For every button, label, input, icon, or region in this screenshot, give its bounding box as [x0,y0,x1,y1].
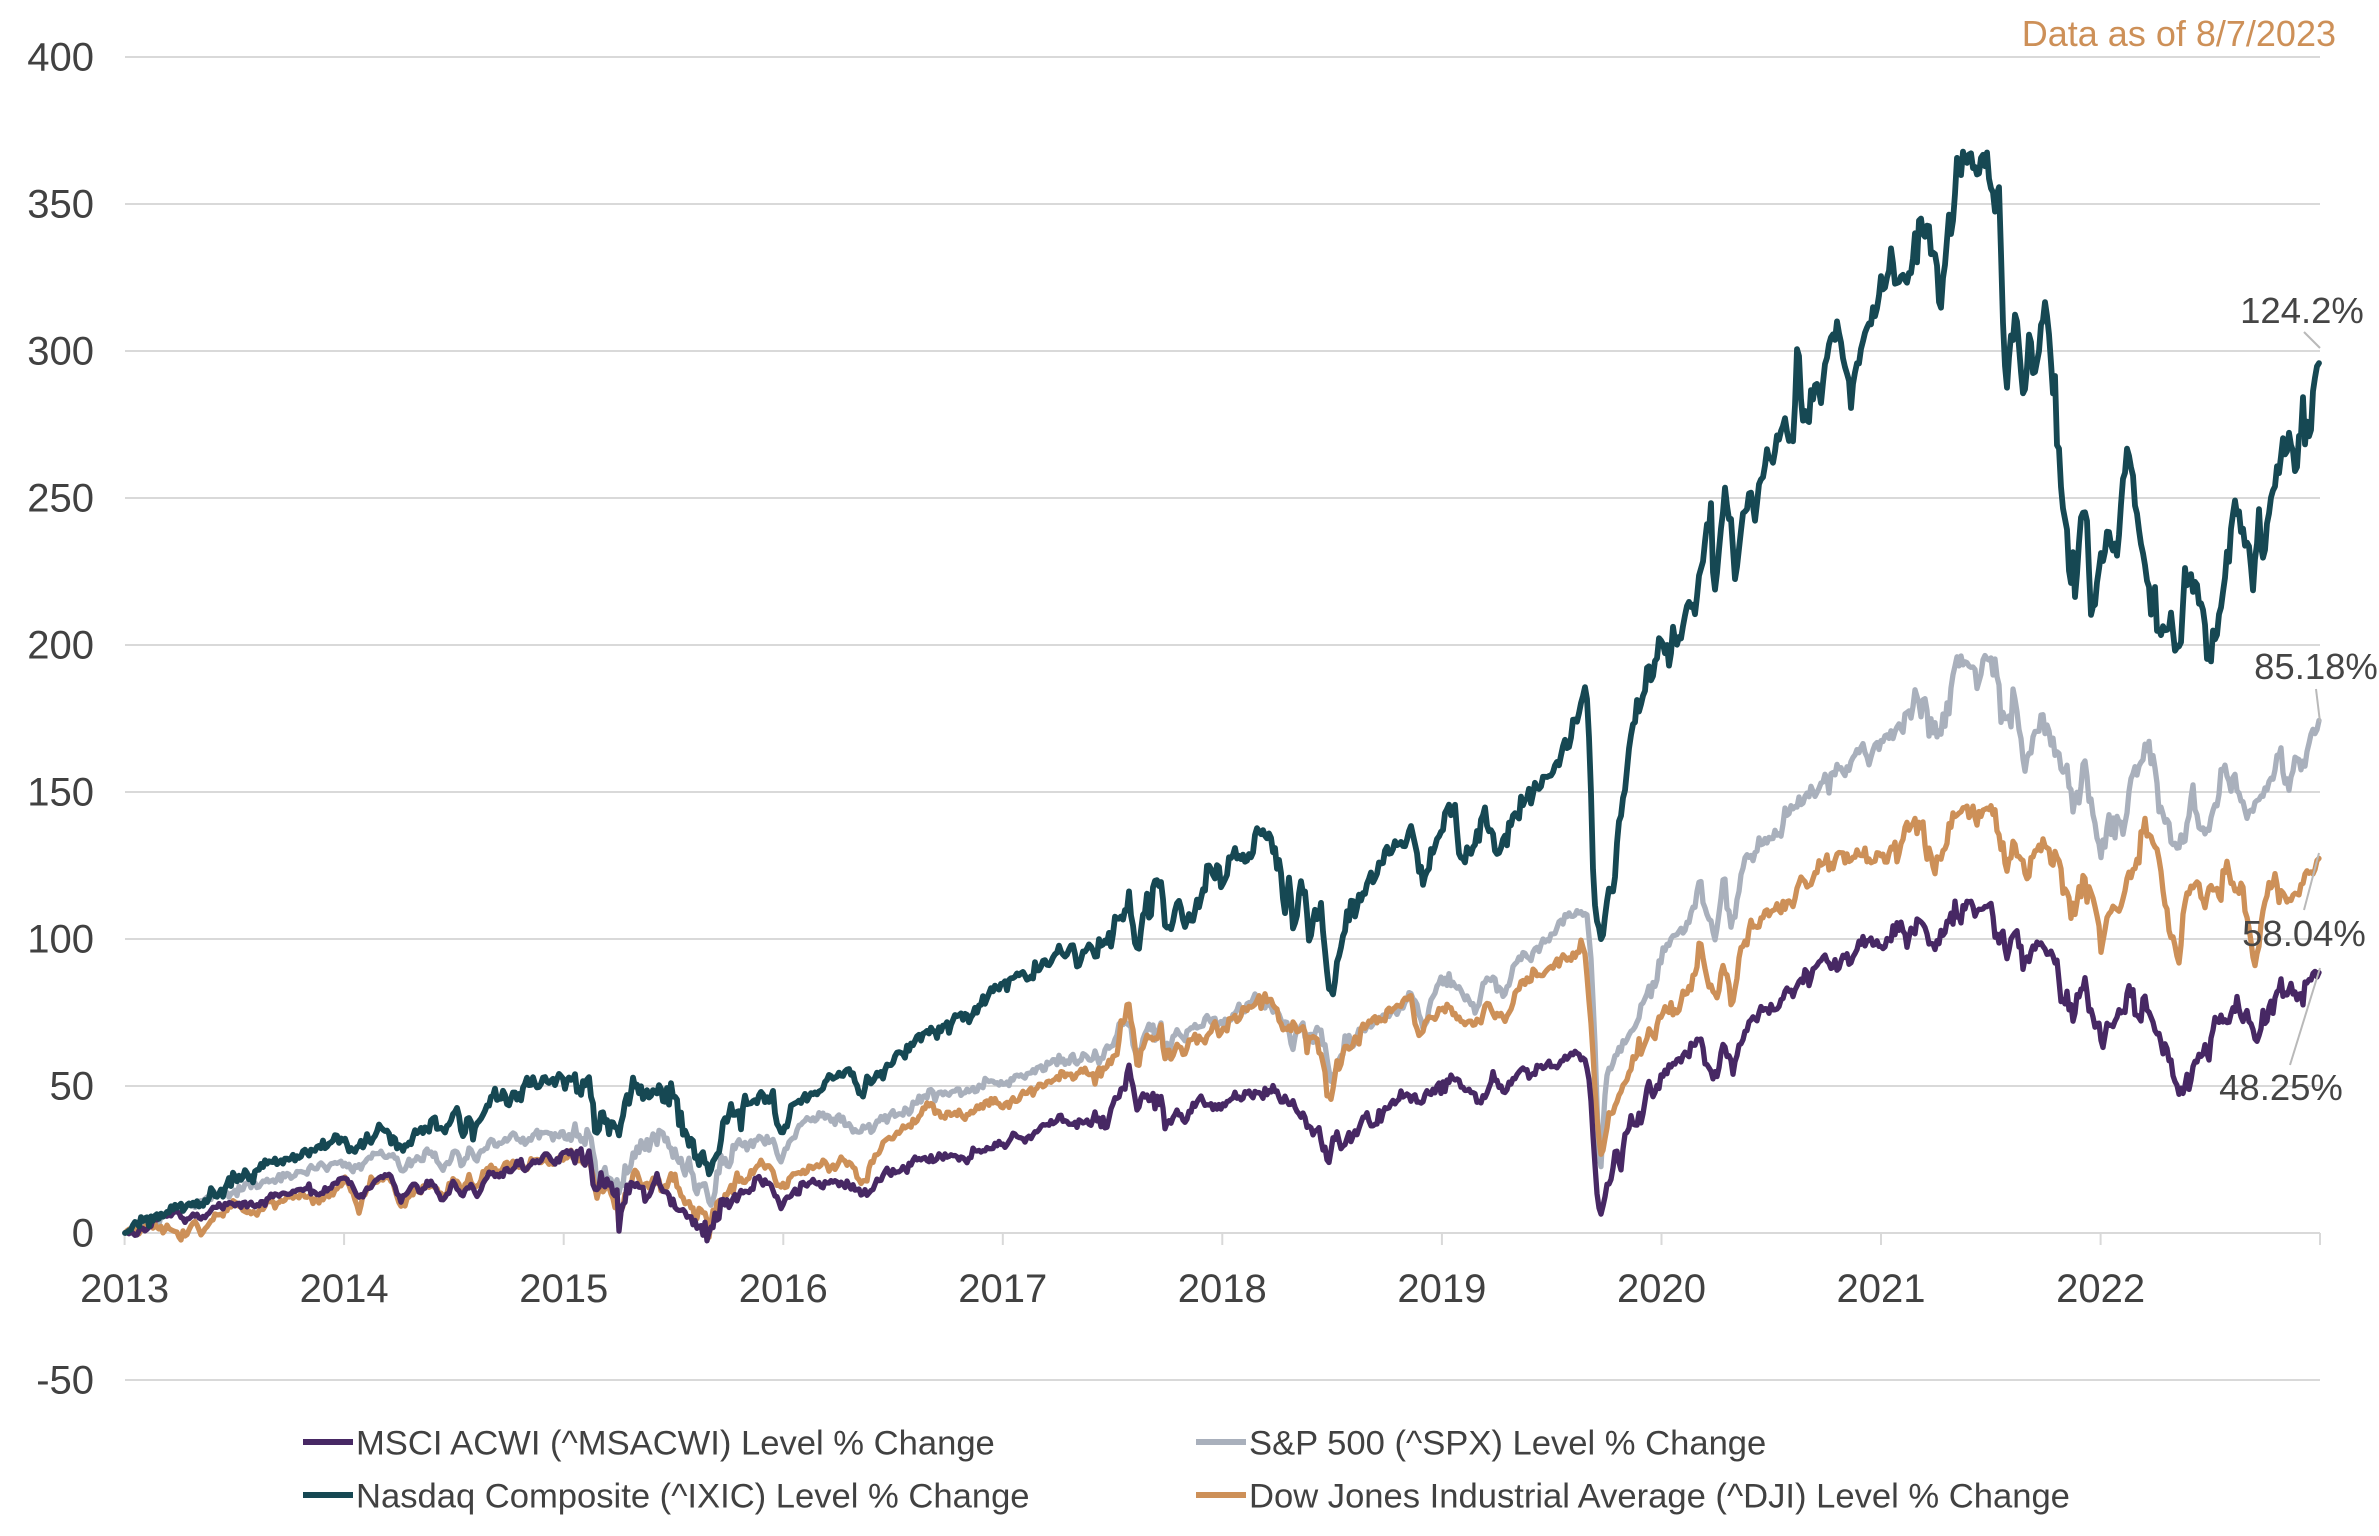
svg-text:S&P 500 (^SPX) Level % Change: S&P 500 (^SPX) Level % Change [1249,1425,1766,1463]
svg-text:2022: 2022 [2056,1267,2145,1311]
svg-text:300: 300 [27,330,94,374]
svg-text:Data as of 8/7/2023: Data as of 8/7/2023 [2022,13,2336,54]
svg-text:0: 0 [72,1212,94,1256]
svg-text:58.04%: 58.04% [2242,913,2366,954]
svg-text:2016: 2016 [739,1267,828,1311]
svg-text:400: 400 [27,36,94,80]
svg-text:50: 50 [50,1065,95,1109]
svg-text:2018: 2018 [1178,1267,1267,1311]
svg-text:2019: 2019 [1397,1267,1486,1311]
svg-text:-50: -50 [36,1359,94,1403]
svg-text:2015: 2015 [519,1267,608,1311]
svg-text:250: 250 [27,477,94,521]
svg-text:Nasdaq Composite (^IXIC) Level: Nasdaq Composite (^IXIC) Level % Change [356,1478,1030,1516]
svg-text:200: 200 [27,624,94,668]
svg-text:150: 150 [27,771,94,815]
svg-text:2017: 2017 [958,1267,1047,1311]
svg-text:Dow Jones Industrial Average (: Dow Jones Industrial Average (^DJI) Leve… [1249,1478,2070,1516]
svg-text:350: 350 [27,183,94,227]
svg-text:MSCI ACWI (^MSACWI) Level % Ch: MSCI ACWI (^MSACWI) Level % Change [356,1425,995,1463]
svg-text:85.18%: 85.18% [2254,646,2378,687]
svg-text:124.2%: 124.2% [2240,290,2364,331]
svg-text:2021: 2021 [1837,1267,1926,1311]
svg-text:100: 100 [27,918,94,962]
svg-text:2013: 2013 [80,1267,169,1311]
svg-text:2020: 2020 [1617,1267,1706,1311]
svg-text:48.25%: 48.25% [2219,1067,2343,1108]
svg-text:2014: 2014 [300,1267,389,1311]
